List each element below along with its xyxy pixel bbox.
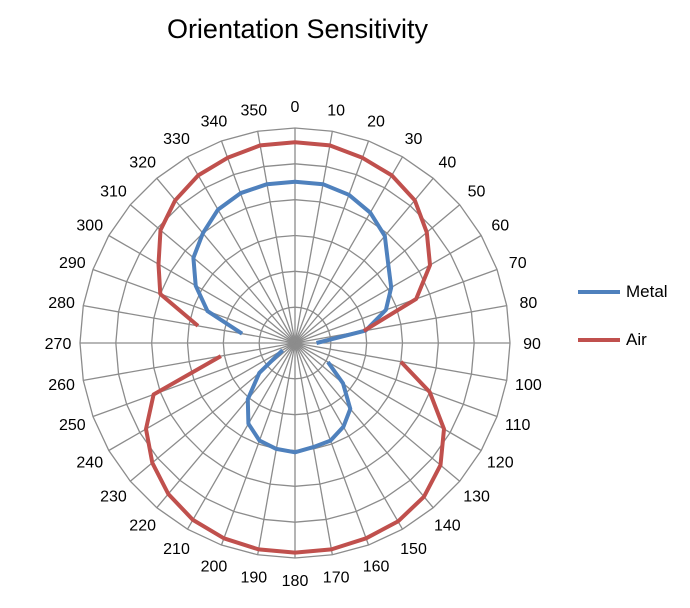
grid-spoke	[92, 268, 296, 344]
tick-label-140: 140	[434, 518, 461, 535]
grid-spoke	[294, 342, 370, 546]
tick-label-60: 60	[491, 218, 509, 235]
tick-label-30: 30	[405, 131, 423, 148]
tick-label-180: 180	[282, 573, 309, 590]
grid-spoke	[294, 234, 482, 344]
grid-spoke	[186, 342, 296, 530]
grid-spoke	[294, 156, 404, 344]
tick-label-330: 330	[163, 131, 190, 148]
tick-label-210: 210	[163, 541, 190, 558]
tick-label-20: 20	[367, 113, 385, 130]
tick-label-10: 10	[327, 103, 345, 120]
legend-swatch-air	[578, 338, 620, 342]
series-line-metal	[245, 348, 353, 455]
tick-label-0: 0	[291, 99, 300, 116]
legend-item-air: Air	[578, 330, 647, 350]
tick-label-110: 110	[505, 417, 531, 434]
tick-label-80: 80	[520, 295, 538, 312]
tick-label-40: 40	[438, 154, 456, 171]
grid-spoke	[83, 342, 296, 381]
grid-spoke	[220, 140, 296, 344]
legend-label-air: Air	[626, 330, 647, 349]
tick-label-280: 280	[48, 295, 75, 312]
grid-spoke	[294, 177, 434, 344]
tick-label-350: 350	[240, 103, 267, 120]
tick-label-90: 90	[523, 336, 541, 353]
grid-spoke	[156, 342, 296, 509]
grid-spoke	[108, 342, 296, 452]
grid-spoke	[294, 342, 498, 418]
series-line-air	[144, 354, 446, 555]
tick-label-230: 230	[100, 488, 127, 505]
grid-spoke	[294, 131, 333, 344]
grid-spoke	[294, 342, 461, 482]
tick-label-340: 340	[201, 113, 228, 130]
tick-label-250: 250	[59, 417, 86, 434]
tick-label-160: 160	[363, 559, 390, 576]
grid-spoke	[294, 305, 507, 344]
grid-spoke	[294, 342, 482, 452]
grid-spoke	[92, 342, 296, 418]
grid-spoke	[83, 305, 296, 344]
series-line-air	[156, 140, 432, 333]
tick-label-270: 270	[45, 336, 72, 353]
tick-label-120: 120	[487, 455, 514, 472]
tick-label-50: 50	[468, 184, 486, 201]
tick-label-130: 130	[463, 488, 490, 505]
grid-spoke	[294, 268, 498, 344]
grid-spoke	[294, 140, 370, 344]
grid-spoke	[257, 131, 296, 344]
grid-spoke	[129, 204, 296, 344]
grid-spoke	[108, 234, 296, 344]
tick-label-170: 170	[323, 569, 350, 586]
tick-label-220: 220	[129, 518, 156, 535]
tick-label-290: 290	[59, 255, 86, 272]
grid-spoke	[294, 342, 507, 381]
tick-label-190: 190	[240, 569, 267, 586]
legend-item-metal: Metal	[578, 282, 668, 302]
legend-swatch-metal	[578, 290, 620, 294]
tick-label-100: 100	[515, 377, 542, 394]
grid-spoke	[294, 342, 434, 509]
grid-spoke	[156, 177, 296, 344]
tick-label-300: 300	[76, 218, 103, 235]
tick-label-150: 150	[400, 541, 427, 558]
legend-label-metal: Metal	[626, 282, 668, 301]
tick-label-310: 310	[100, 184, 127, 201]
tick-label-240: 240	[76, 455, 103, 472]
grid-spoke	[294, 342, 404, 530]
chart-title: Orientation Sensitivity	[166, 14, 429, 44]
grid-spoke	[220, 342, 296, 546]
tick-label-260: 260	[48, 377, 75, 394]
tick-label-320: 320	[129, 154, 156, 171]
tick-label-200: 200	[201, 559, 228, 576]
tick-label-70: 70	[509, 255, 527, 272]
grid-spoke	[186, 156, 296, 344]
series-line-metal	[191, 179, 394, 345]
grid-spoke	[294, 204, 461, 344]
